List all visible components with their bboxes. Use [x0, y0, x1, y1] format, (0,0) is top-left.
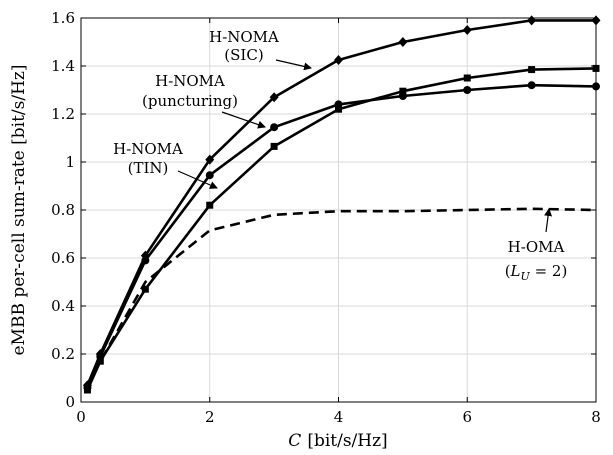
annotation-math: (LU = 2) — [505, 262, 568, 283]
annotation-arrow — [544, 208, 553, 233]
x-tick-label: 6 — [462, 408, 472, 426]
annotation-oma: H-OMA (LU = 2) — [505, 208, 568, 283]
data-point-diamond — [205, 154, 215, 165]
annotation-text: H-NOMA — [113, 140, 183, 158]
y-tick-label: 1.2 — [51, 105, 75, 123]
x-tick-label: 2 — [205, 408, 215, 426]
data-point-circle — [141, 256, 150, 265]
y-tick-label: 0 — [65, 393, 75, 411]
y-tick-label: 0.6 — [51, 249, 75, 267]
series-group — [86, 19, 597, 391]
series-line-sic — [86, 19, 596, 386]
y-tick-label: 1.4 — [51, 57, 75, 75]
data-point-square — [141, 285, 149, 293]
annotation-arrow — [221, 111, 266, 129]
annotation-text: (TIN) — [128, 159, 169, 177]
y-tick-label: 0.4 — [51, 297, 75, 315]
annotation-tin: H-NOMA(TIN) — [113, 140, 218, 189]
data-point-square — [96, 357, 104, 365]
annotation-puncturing: H-NOMA (puncturing) — [142, 72, 266, 129]
axis-ticks: 0 2 4 6 8 0 0.2 0.4 0.6 0.8 1 1.2 1.4 1.6 — [51, 9, 601, 426]
annotations-group: H-NOMA(SIC)H-NOMA(puncturing)H-NOMA(TIN)… — [113, 28, 567, 283]
data-point-square — [206, 201, 214, 209]
annotation-text: H-NOMA — [209, 28, 279, 46]
x-tick-label: 8 — [591, 408, 601, 426]
annotation-text: (SIC) — [224, 46, 263, 64]
data-point-square — [399, 87, 407, 95]
annotation-text: (puncturing) — [142, 92, 238, 110]
data-point-diamond — [462, 25, 472, 35]
data-point-diamond — [269, 92, 279, 103]
data-point-circle — [527, 81, 536, 90]
annotation-sic: H-NOMA(SIC) — [209, 28, 312, 71]
data-point-square — [83, 386, 91, 394]
y-tick-label: 1.6 — [51, 9, 75, 27]
x-tick-label: 4 — [334, 408, 344, 426]
y-axis-label: eMBB per-cell sum-rate [bit/s/Hz] — [9, 64, 29, 355]
data-point-square — [592, 64, 600, 72]
data-point-circle — [463, 86, 472, 94]
annotation-text: H-NOMA — [155, 72, 225, 90]
data-point-circle — [205, 171, 214, 180]
x-axis-label: C [bit/s/Hz] — [288, 431, 387, 451]
data-point-square — [335, 105, 342, 113]
data-point-square — [463, 74, 471, 82]
series-line-puncturing — [86, 83, 597, 389]
annotation-arrow — [177, 170, 218, 189]
y-tick-label: 0.8 — [51, 201, 75, 219]
annotation-text: H-OMA — [508, 238, 565, 256]
series-line-tin — [86, 67, 597, 391]
data-point-square — [528, 66, 536, 74]
data-point-diamond — [591, 15, 601, 26]
markers-group — [82, 15, 601, 394]
x-tick-label: 0 — [76, 408, 86, 426]
y-tick-label: 1 — [65, 153, 75, 171]
data-point-circle — [270, 123, 279, 132]
y-tick-label: 0.2 — [51, 345, 75, 363]
data-point-diamond — [527, 15, 537, 26]
annotation-arrow — [275, 59, 312, 71]
data-point-diamond — [334, 55, 343, 65]
data-point-diamond — [398, 37, 408, 47]
data-point-circle — [592, 82, 600, 91]
data-point-square — [270, 142, 278, 150]
